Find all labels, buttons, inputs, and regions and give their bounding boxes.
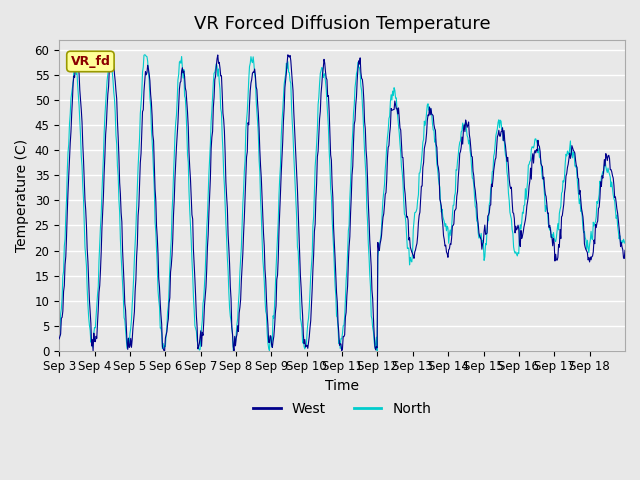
- Legend: West, North: West, North: [247, 396, 437, 421]
- Title: VR Forced Diffusion Temperature: VR Forced Diffusion Temperature: [194, 15, 490, 33]
- X-axis label: Time: Time: [325, 379, 359, 393]
- Text: VR_fd: VR_fd: [70, 55, 110, 68]
- Y-axis label: Temperature (C): Temperature (C): [15, 139, 29, 252]
